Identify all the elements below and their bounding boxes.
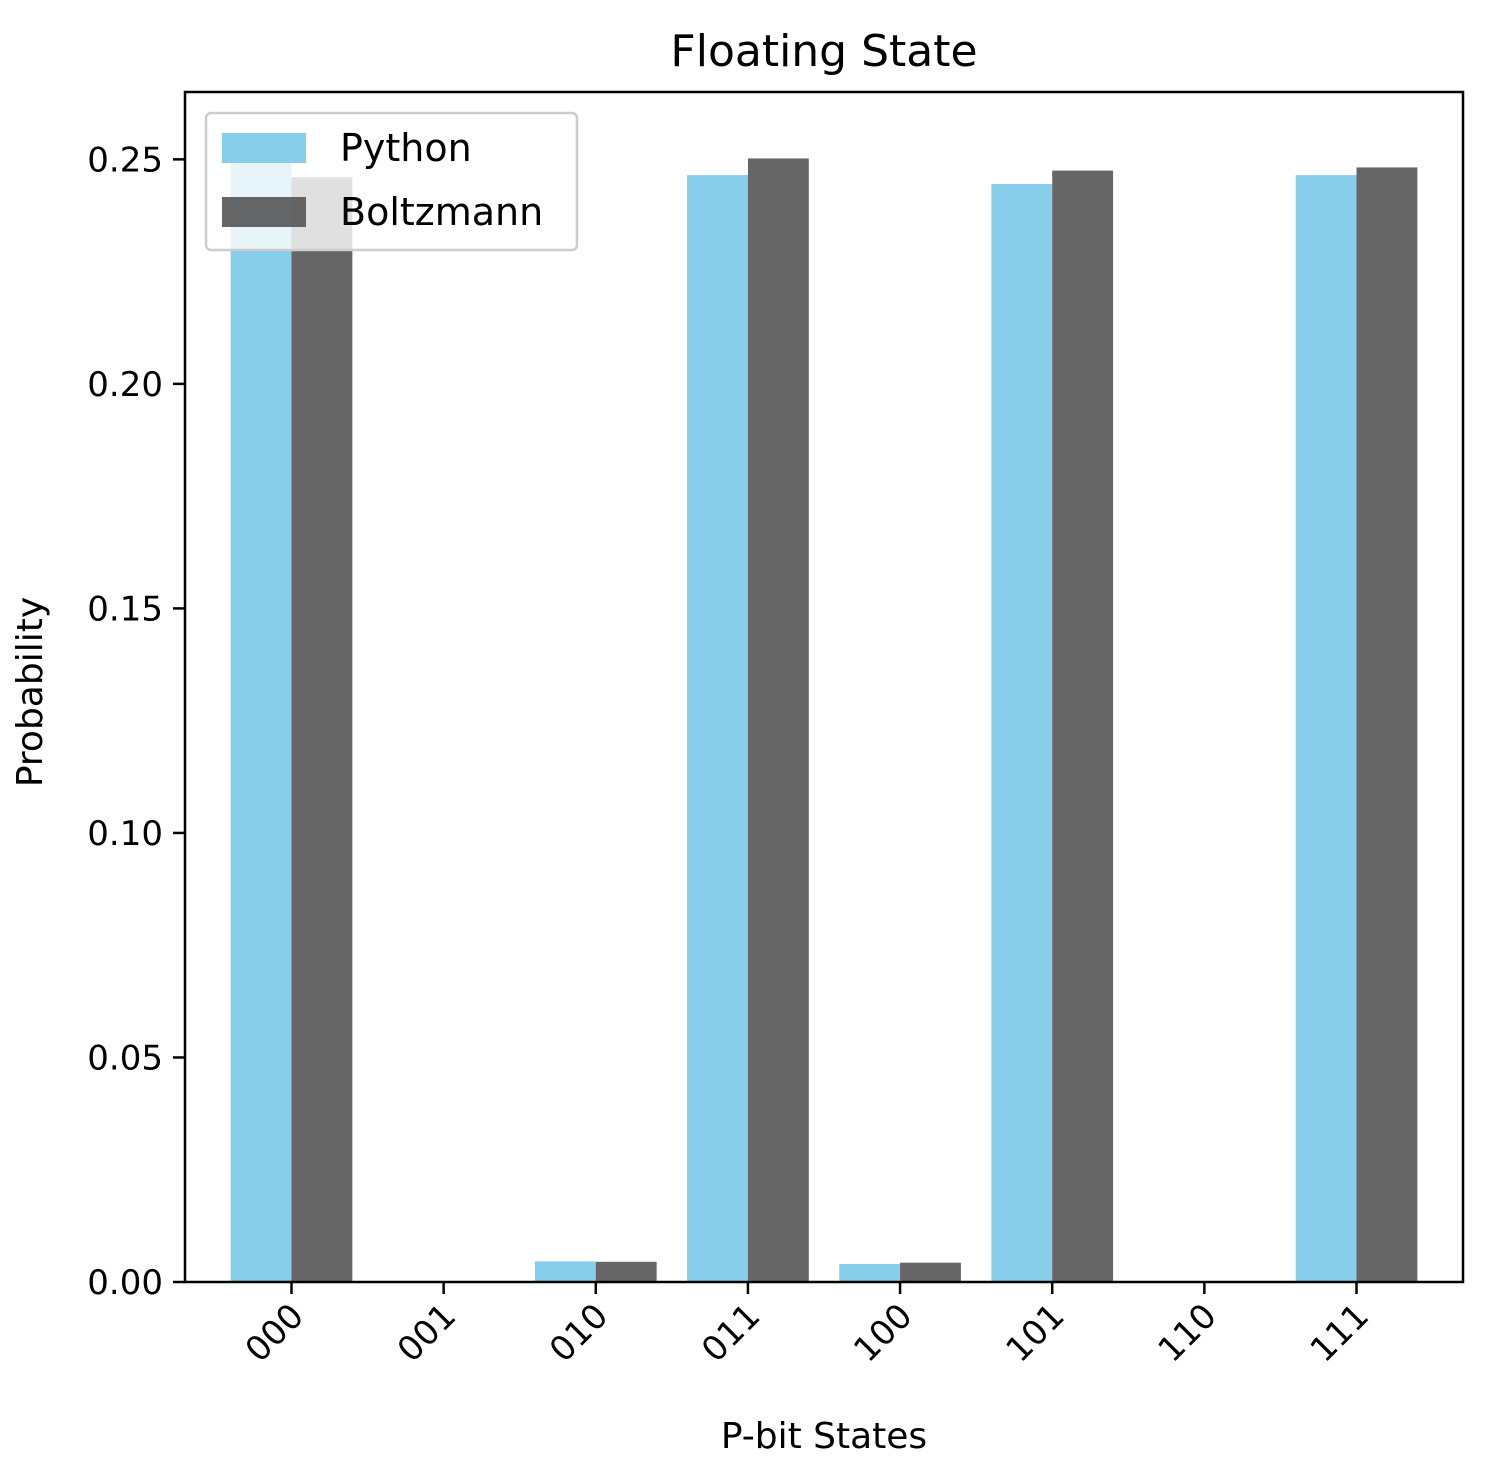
y-tick-label: 0.00: [87, 1263, 163, 1303]
x-tick-label: 001: [390, 1296, 464, 1370]
legend-swatch-python: [222, 133, 306, 163]
bar-python-000: [230, 154, 292, 1282]
legend-label-boltzmann: Boltzmann: [340, 190, 543, 234]
bar-boltzmann-010: [595, 1261, 657, 1282]
bar-boltzmann-111: [1356, 167, 1418, 1282]
x-tick-label: 000: [238, 1296, 312, 1370]
x-axis-label: P-bit States: [721, 1416, 927, 1457]
chart-title: Floating State: [670, 26, 977, 77]
x-tick-label: 101: [998, 1296, 1072, 1370]
bar-python-101: [991, 184, 1053, 1282]
legend-label-python: Python: [340, 126, 472, 170]
x-tick-label: 100: [846, 1296, 920, 1370]
y-tick-label: 0.20: [87, 365, 163, 405]
axes-frame: [183, 90, 1465, 1284]
bar-python-100: [839, 1264, 901, 1282]
legend: Python Boltzmann: [204, 111, 579, 252]
y-axis-label: Probability: [10, 597, 51, 787]
bar-boltzmann-100: [900, 1262, 961, 1282]
x-tick-label: 111: [1303, 1296, 1377, 1370]
bar-python-011: [687, 175, 748, 1283]
bar-python-010: [534, 1261, 596, 1282]
y-tick-label: 0.10: [87, 814, 163, 854]
bar-boltzmann-101: [1052, 170, 1114, 1282]
x-tick-label: 110: [1151, 1296, 1225, 1370]
plot-area: 0.00 0.05 0.10 0.15 0.20 0.25 000 001 010 011 100 1…: [87, 90, 1465, 1370]
bar-boltzmann-011: [747, 158, 809, 1283]
y-tick-label: 0.25: [87, 140, 163, 180]
y-tick-label: 0.05: [87, 1038, 163, 1078]
legend-swatch-boltzmann: [222, 197, 306, 227]
bar-boltzmann-000: [291, 177, 353, 1282]
bar-python-111: [1295, 175, 1357, 1283]
x-tick-label: 011: [694, 1296, 768, 1370]
y-tick-label: 0.15: [87, 589, 163, 629]
x-tick-label: 010: [542, 1296, 616, 1370]
